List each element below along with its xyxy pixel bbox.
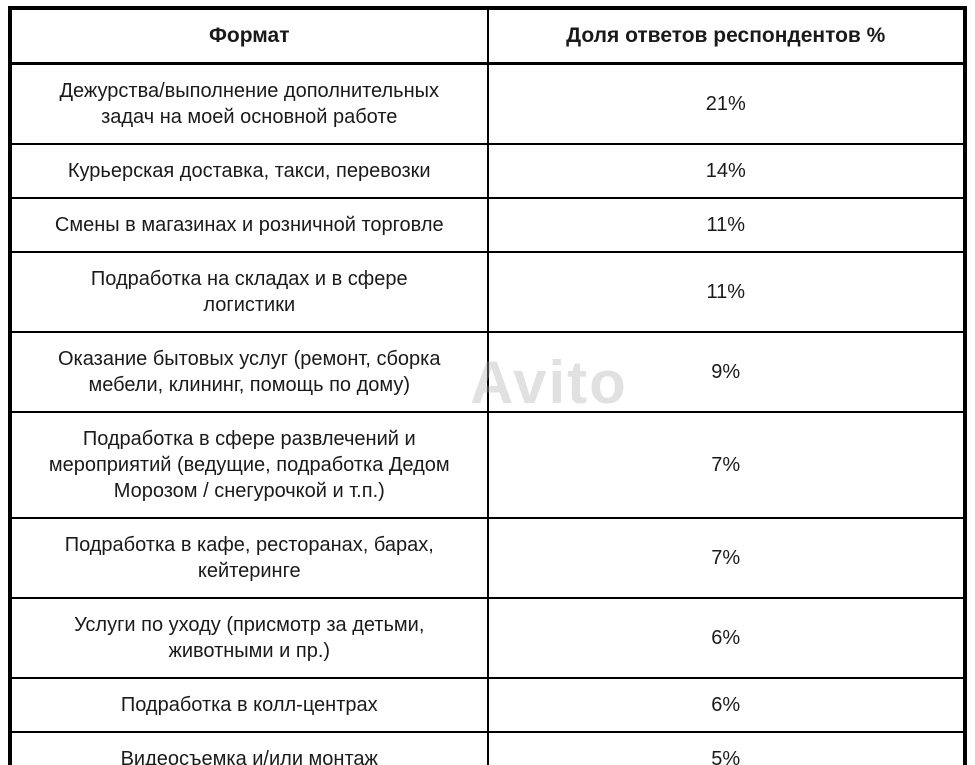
table-row: Подработка на складах и в сфере логистик…: [9, 251, 966, 333]
share-cell: 5%: [486, 731, 966, 765]
share-cell: 6%: [486, 597, 966, 679]
format-cell: Подработка в колл-центрах: [9, 677, 489, 733]
table-row: Дежурства/выполнение дополнительных зада…: [9, 62, 966, 145]
table-row: Подработка в сфере развлечений и меропри…: [9, 411, 966, 519]
column-header-share: Доля ответов респондентов %: [486, 7, 966, 65]
share-cell: 11%: [486, 197, 966, 253]
column-header-format: Формат: [9, 7, 489, 65]
table-row: Услуги по уходу (присмотр за детьми, жив…: [9, 597, 966, 679]
format-cell: Видеосъемка и/или монтаж: [9, 731, 489, 765]
format-cell: Оказание бытовых услуг (ремонт, сборка м…: [9, 331, 489, 413]
table-row: Оказание бытовых услуг (ремонт, сборка м…: [9, 331, 966, 413]
survey-results-table: Формат Доля ответов респондентов % Дежур…: [8, 6, 967, 765]
table-row: Видеосъемка и/или монтаж 5%: [9, 731, 966, 765]
table-row: Смены в магазинах и розничной торговле 11…: [9, 197, 966, 253]
format-cell: Смены в магазинах и розничной торговле: [9, 197, 489, 253]
format-cell: Услуги по уходу (присмотр за детьми, жив…: [9, 597, 489, 679]
table-body: Дежурства/выполнение дополнительных зада…: [9, 62, 966, 765]
format-cell: Подработка в кафе, ресторанах, барах, ке…: [9, 517, 489, 599]
format-cell: Подработка на складах и в сфере логистик…: [9, 251, 489, 333]
table-header: Формат Доля ответов респондентов %: [9, 7, 966, 65]
header-row: Формат Доля ответов респондентов %: [9, 7, 966, 65]
share-cell: 11%: [486, 251, 966, 333]
format-cell: Дежурства/выполнение дополнительных зада…: [9, 62, 489, 145]
share-cell: 9%: [486, 331, 966, 413]
table-row: Подработка в кафе, ресторанах, барах, ке…: [9, 517, 966, 599]
share-cell: 7%: [486, 517, 966, 599]
table-row: Курьерская доставка, такси, перевозки 14%: [9, 143, 966, 199]
share-cell: 14%: [486, 143, 966, 199]
share-cell: 21%: [486, 62, 966, 145]
share-cell: 6%: [486, 677, 966, 733]
share-cell: 7%: [486, 411, 966, 519]
format-cell: Подработка в сфере развлечений и меропри…: [9, 411, 489, 519]
format-cell: Курьерская доставка, такси, перевозки: [9, 143, 489, 199]
table-row: Подработка в колл-центрах 6%: [9, 677, 966, 733]
